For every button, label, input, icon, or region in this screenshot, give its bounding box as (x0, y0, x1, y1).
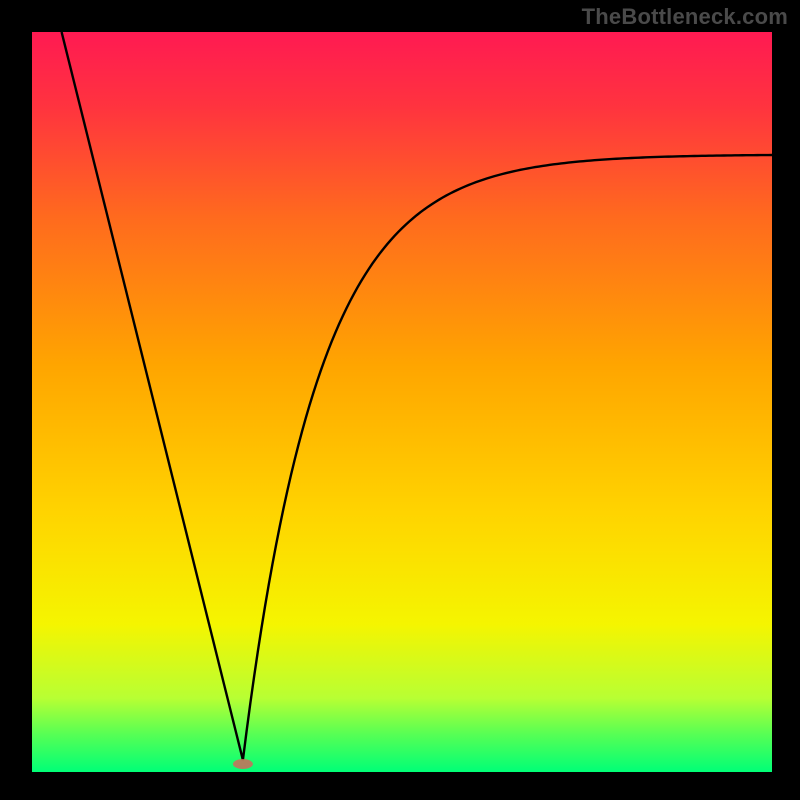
plot-background-gradient (32, 32, 772, 772)
bottleneck-chart (0, 0, 800, 800)
site-watermark: TheBottleneck.com (582, 4, 788, 30)
vertex-marker (233, 759, 253, 769)
